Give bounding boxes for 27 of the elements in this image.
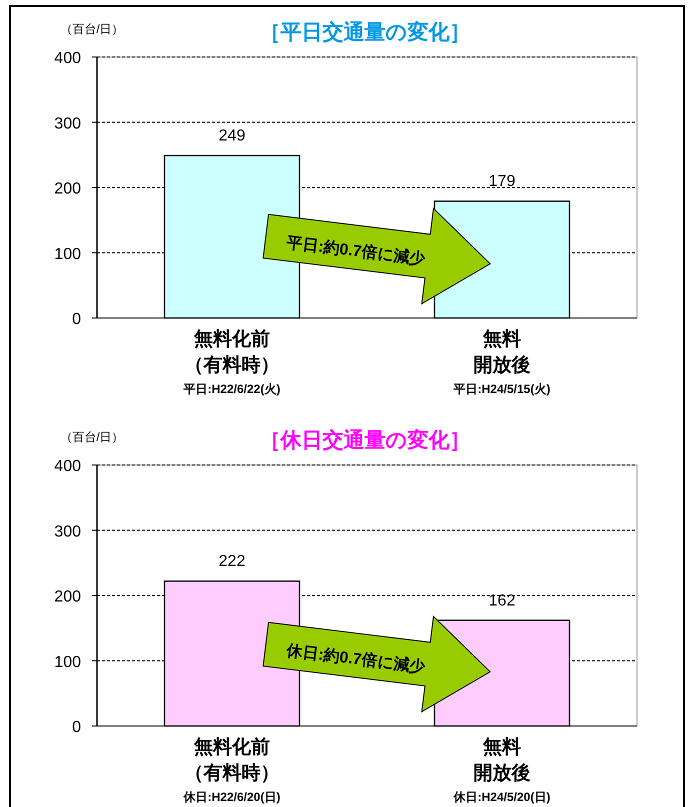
y-tick-label: 400 <box>54 458 82 475</box>
y-tick-label: 300 <box>54 523 82 540</box>
x-tick-label: 無料化前（有料時） <box>184 736 280 784</box>
y-tick-label: 100 <box>54 654 82 671</box>
data-label: 179 <box>488 173 516 190</box>
data-label: 222 <box>218 553 246 570</box>
y-tick-label: 300 <box>54 115 82 132</box>
text: 平日:H22/6/22(火) <box>182 382 280 396</box>
annotation: 休日:約0.7倍に減少 <box>284 641 428 677</box>
y-tick-label: 400 <box>54 50 82 67</box>
x-tick-label: 無料化前（有料時） <box>184 328 280 376</box>
y-axis-title: （百台/日） <box>60 430 124 444</box>
chart-title: ［平日交通量の変化］ <box>260 20 470 44</box>
annotation: 平日:約0.7倍に減少 <box>284 233 428 269</box>
y-tick-label: 200 <box>54 180 82 198</box>
y-axis-title: （百台/日） <box>60 22 124 36</box>
chart-title: ［休日交通量の変化］ <box>260 428 470 452</box>
y-tick-label: 0 <box>72 719 82 736</box>
text: 休日:H22/6/20(日) <box>182 790 280 804</box>
y-tick-label: 0 <box>72 311 82 328</box>
x-tick-label: 無料開放後 <box>474 736 530 784</box>
x-tick-label: 無料開放後 <box>474 328 530 376</box>
text: 平日:H24/5/15(火) <box>452 382 550 396</box>
data-label: 249 <box>218 128 246 145</box>
text: 休日:H24/5/20(日) <box>452 790 550 804</box>
y-tick-label: 100 <box>54 246 82 263</box>
y-tick-label: 200 <box>54 588 82 606</box>
